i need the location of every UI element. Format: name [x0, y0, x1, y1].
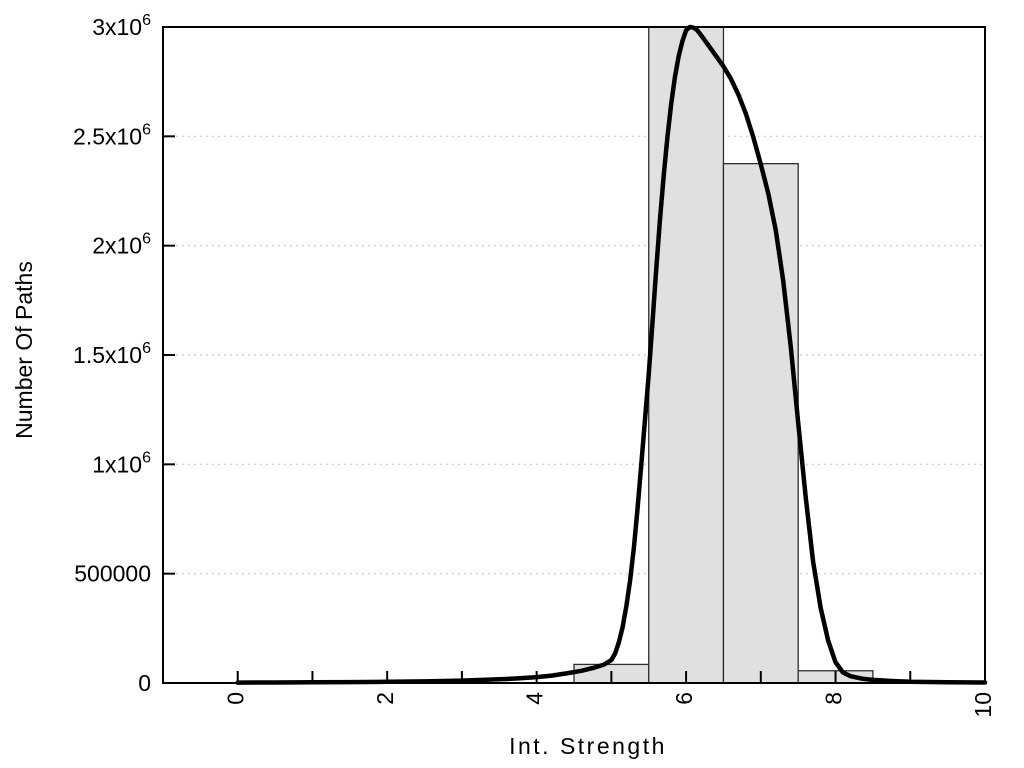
x-tick-label: 4 — [522, 692, 548, 705]
y-tick-label: 1x106 — [92, 449, 151, 477]
y-tick-label: 1.5x106 — [73, 340, 151, 368]
y-tick-label: 2.5x106 — [73, 121, 151, 149]
y-tick-label: 500000 — [74, 561, 151, 587]
x-axis-label: Int. Strength — [509, 733, 667, 759]
x-tick-label: 2 — [372, 692, 398, 705]
histogram-bar — [648, 26, 725, 684]
y-tick-label: 3x106 — [92, 12, 151, 40]
y-axis-label: Number Of Paths — [11, 261, 37, 439]
y-tick-label: 2x106 — [92, 231, 151, 259]
x-tick-label: 6 — [671, 692, 697, 705]
x-tick-label: 0 — [223, 692, 249, 705]
x-tick-label: 10 — [970, 692, 996, 718]
tick-labels-layer: 0 2 4 6 8 10 0 500000 1x106 1.5x106 2x106 2.5x106 3x… — [73, 12, 996, 718]
tick-marks-layer — [163, 26, 986, 684]
y-tick-label: 0 — [138, 670, 151, 696]
histogram-bar — [722, 163, 799, 684]
density-curve — [235, 24, 988, 685]
gridlines-layer — [164, 135, 984, 575]
plot-border — [162, 26, 986, 684]
bars-layer — [573, 26, 874, 684]
x-tick-label: 8 — [821, 692, 847, 705]
